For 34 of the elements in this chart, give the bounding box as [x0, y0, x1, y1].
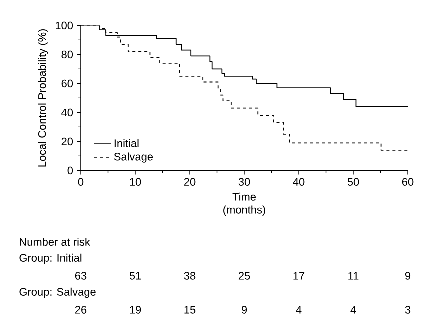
text: 4	[296, 306, 302, 314]
x-tick-label: 30	[238, 178, 250, 186]
x-tick-label: 40	[293, 178, 305, 186]
text: 51	[130, 272, 142, 280]
text: 63	[75, 272, 87, 280]
text: Number at risk	[20, 238, 90, 246]
x-tick-label: 60	[402, 178, 414, 186]
text: 26	[75, 306, 87, 314]
text: 19	[130, 306, 142, 314]
x-tick-label: 10	[130, 178, 142, 186]
legend-label: Initial	[114, 139, 139, 148]
text: 4	[350, 306, 356, 314]
text: 9	[242, 306, 248, 314]
text: 15	[184, 306, 196, 314]
y-tick-label: 80	[62, 50, 74, 59]
y-tick-label: 40	[62, 108, 74, 117]
text: 25	[238, 272, 250, 280]
text: Group: Initial	[20, 254, 82, 264]
y-tick-label: 100	[56, 22, 74, 30]
x-tick-label: 20	[184, 178, 196, 186]
text: 3	[405, 306, 411, 314]
text: Group: Salvage	[20, 288, 96, 298]
x-tick-label: 50	[348, 178, 360, 186]
y-axis-title: Local Control Probability (%)	[38, 29, 48, 167]
x-tick-label: 0	[78, 178, 84, 186]
text: 17	[294, 272, 305, 280]
y-tick-label: 60	[62, 80, 74, 88]
text: 9	[405, 272, 411, 280]
text: 11	[348, 272, 359, 280]
legend-label: Salvage	[114, 152, 154, 163]
text: 38	[184, 272, 196, 280]
x-axis-title: Time (months)	[224, 192, 266, 216]
y-tick-label: 20	[62, 138, 74, 146]
y-tick-label: 0	[68, 166, 74, 175]
